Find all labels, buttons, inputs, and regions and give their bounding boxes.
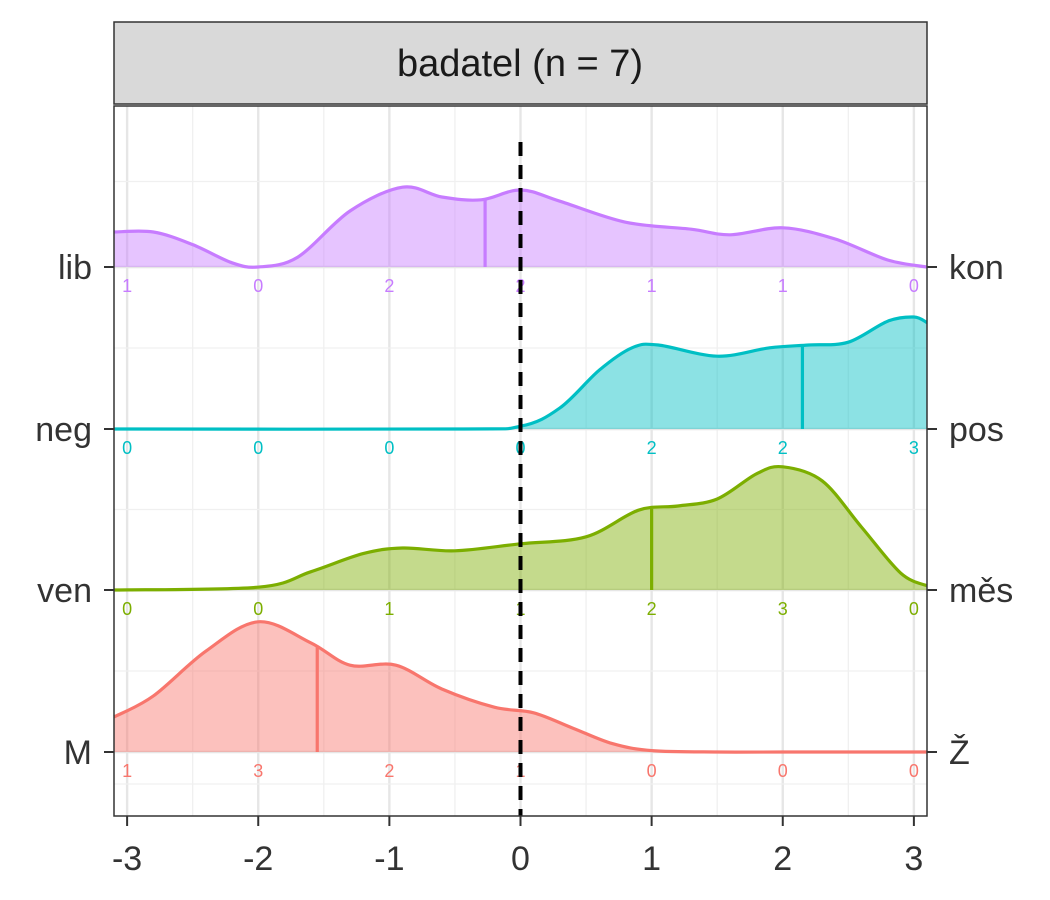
x-tick-label: 1 <box>642 840 661 878</box>
density-line <box>113 185 928 269</box>
count-label: 0 <box>909 599 919 619</box>
density-area <box>114 316 927 430</box>
x-tick-label: -2 <box>243 840 273 878</box>
count-label: 0 <box>909 276 919 296</box>
y-label-left: lib <box>58 249 92 287</box>
count-label: 0 <box>909 761 919 781</box>
count-label: 1 <box>647 276 657 296</box>
count-label: 2 <box>647 599 657 619</box>
ridges: 1321000001123000002231022110 <box>113 185 928 781</box>
count-label: 1 <box>122 276 132 296</box>
x-axis: -3 -2 -1 0 1 2 3 <box>112 816 923 878</box>
count-label: 3 <box>778 599 788 619</box>
x-tick-label: 3 <box>904 840 923 878</box>
count-label: 0 <box>647 761 657 781</box>
count-label: 2 <box>778 438 788 458</box>
count-label: 0 <box>253 599 263 619</box>
y-label-right: pos <box>949 411 1004 449</box>
y-label-left: neg <box>35 411 92 449</box>
x-tick-label: -1 <box>374 840 404 878</box>
y-label-right: Ž <box>949 734 970 772</box>
y-label-left: M <box>64 734 92 772</box>
density-line <box>113 464 928 592</box>
density-line <box>113 315 928 431</box>
x-tick-label: 2 <box>773 840 792 878</box>
y-label-left: ven <box>37 572 92 610</box>
count-label: 0 <box>122 599 132 619</box>
count-label: 2 <box>384 276 394 296</box>
count-label: 2 <box>384 761 394 781</box>
ridge-ven-měs: 0011230 <box>113 464 928 619</box>
x-tick-label: 0 <box>511 840 530 878</box>
count-label: 1 <box>122 761 132 781</box>
facet-strip <box>113 21 928 105</box>
density-area <box>114 186 927 268</box>
count-label: 0 <box>253 438 263 458</box>
facet-title: badatel (n = 7) <box>397 43 643 85</box>
count-label: 2 <box>647 438 657 458</box>
y-label-right: kon <box>949 249 1004 287</box>
density-line <box>113 620 927 754</box>
count-label: 3 <box>253 761 263 781</box>
count-label: 0 <box>778 761 788 781</box>
count-label: 1 <box>778 276 788 296</box>
count-label: 0 <box>253 276 263 296</box>
count-label: 0 <box>122 438 132 458</box>
count-label: 1 <box>384 599 394 619</box>
y-label-right: měs <box>949 572 1013 610</box>
x-tick-label: -3 <box>112 840 142 878</box>
ridge-lib-kon: 1022110 <box>113 185 928 296</box>
count-label: 0 <box>384 438 394 458</box>
count-label: 3 <box>909 438 919 458</box>
